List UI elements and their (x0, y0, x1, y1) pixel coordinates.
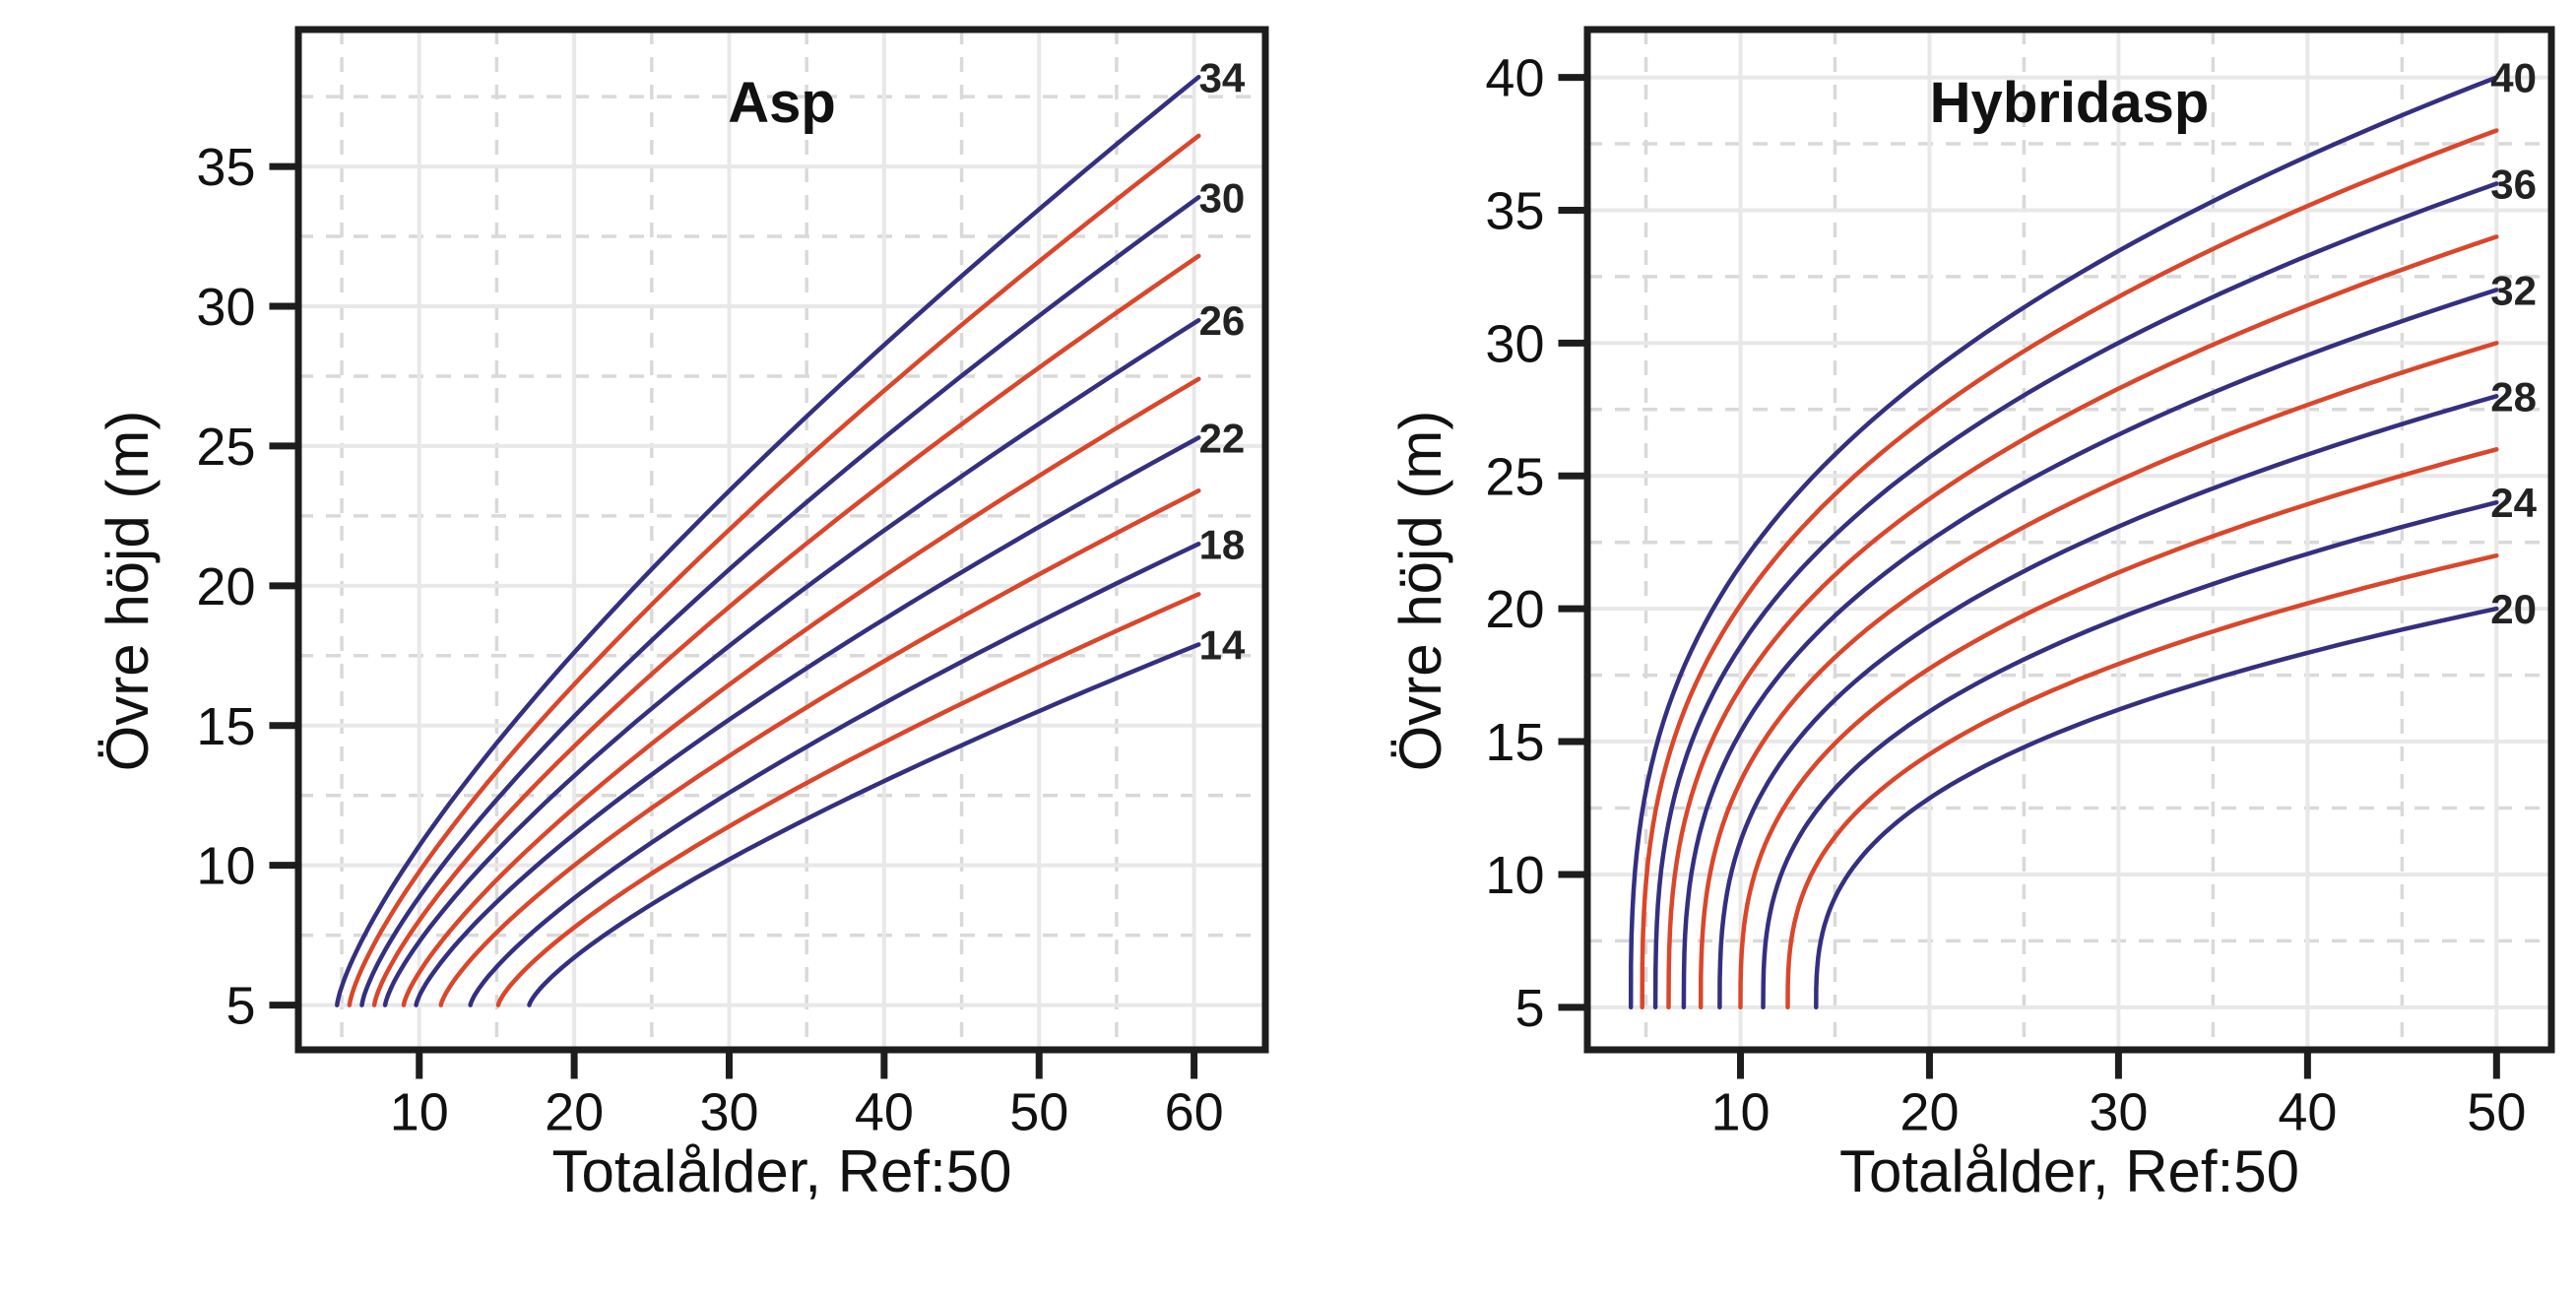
y-tick-label: 25 (196, 418, 255, 477)
y-tick-label: 30 (196, 278, 255, 337)
si-curve-22 (1785, 552, 2499, 1010)
x-tick-label: 50 (1009, 1083, 1068, 1142)
si-curve-32 (1681, 288, 2499, 1010)
si-curve-22 (414, 435, 1201, 1007)
hybridasp-chart-panel: 10 20 30 40 50 5 10 15 20 25 30 35 40 40 36 32 28 24 20 Hyb… (1387, 26, 2555, 1204)
y-tick-label: 25 (1485, 447, 1544, 506)
curve-label-34: 34 (1199, 54, 1246, 100)
si-curve-28 (371, 253, 1201, 1007)
curve-label-36: 36 (2490, 161, 2537, 207)
x-axis-title: Totalålder, Ref:50 (1839, 1138, 2299, 1204)
y-tick-label: 35 (196, 138, 255, 197)
si-curve-20 (1814, 606, 2499, 1010)
si-curve-34 (1666, 234, 2499, 1010)
x-tick-label: 10 (390, 1083, 449, 1142)
si-curve-20 (438, 488, 1201, 1007)
curve-label-40: 40 (2490, 55, 2537, 101)
y-tick-label: 5 (225, 977, 255, 1036)
y-tick-label: 5 (1514, 979, 1544, 1038)
y-axis-title: Övre höjd (m) (1387, 411, 1453, 772)
si-curve-24 (401, 376, 1201, 1007)
minor-gridlines (1587, 30, 2551, 1050)
si-curve-30 (1698, 341, 2499, 1010)
si-curve-32 (347, 133, 1201, 1007)
plot-frame (294, 26, 1269, 1054)
y-tick-label: 15 (196, 697, 255, 756)
major-gridlines (1587, 30, 2551, 1050)
x-tick-label: 20 (545, 1083, 604, 1142)
si-curve-34 (335, 75, 1201, 1007)
curve-label-24: 24 (2490, 480, 2537, 526)
x-tick-label: 40 (2278, 1083, 2337, 1142)
x-tick-label: 40 (855, 1083, 914, 1142)
si-curve-18 (468, 542, 1201, 1007)
minor-gridlines (298, 30, 1265, 1050)
x-tick-label: 20 (1900, 1083, 1959, 1142)
asp-chart-panel: 10 20 30 40 50 60 5 10 15 20 25 30 35 34 30 26 22 18 14 Asp… (95, 26, 1269, 1204)
curve-label-32: 32 (2490, 267, 2537, 313)
y-tick-label: 40 (1485, 49, 1544, 108)
si-curve-14 (527, 642, 1201, 1007)
x-tick-label: 60 (1165, 1083, 1224, 1142)
si-curve-26 (382, 317, 1201, 1007)
y-axis-title: Övre höjd (m) (95, 411, 161, 772)
curve-label-18: 18 (1199, 521, 1246, 567)
curve-label-20: 20 (2490, 586, 2537, 632)
tick-marks (269, 162, 1198, 1079)
x-tick-label: 50 (2467, 1083, 2526, 1142)
y-tick-label: 35 (1485, 181, 1544, 240)
y-tick-label: 20 (196, 557, 255, 616)
curve-labels: 34 30 26 22 18 14 (1199, 54, 1246, 668)
si-curve-26 (1738, 447, 2499, 1010)
site-index-curves (335, 75, 1201, 1007)
x-tick-label: 10 (1710, 1083, 1770, 1142)
y-tick-label: 10 (196, 837, 255, 896)
curve-label-14: 14 (1199, 621, 1246, 668)
si-curve-28 (1717, 394, 2499, 1010)
tick-labels: 10 20 30 40 50 60 5 10 15 20 25 30 35 (196, 138, 1223, 1141)
curve-label-26: 26 (1199, 297, 1246, 344)
si-curve-24 (1761, 499, 2499, 1010)
chart-title: Asp (728, 71, 836, 135)
tick-labels: 10 20 30 40 50 5 10 15 20 25 30 35 40 (1485, 49, 2526, 1142)
si-curve-36 (1652, 181, 2499, 1010)
curve-label-28: 28 (2490, 373, 2537, 420)
tick-marks (1558, 74, 2500, 1079)
curve-label-22: 22 (1199, 415, 1246, 461)
si-curve-40 (1628, 75, 2499, 1010)
x-axis-title: Totalålder, Ref:50 (552, 1138, 1012, 1204)
x-tick-label: 30 (2089, 1083, 2148, 1142)
si-curve-16 (495, 592, 1201, 1007)
si-curve-30 (359, 195, 1201, 1007)
y-tick-label: 15 (1485, 713, 1544, 772)
curve-labels: 40 36 32 28 24 20 (2490, 55, 2537, 633)
chart-title: Hybridasp (1930, 71, 2210, 135)
plot-frame (1583, 26, 2555, 1054)
y-tick-label: 30 (1485, 314, 1544, 373)
y-tick-label: 10 (1485, 846, 1544, 905)
major-gridlines (298, 30, 1265, 1050)
site-index-curves (1628, 75, 2499, 1010)
x-tick-label: 30 (699, 1083, 758, 1142)
y-tick-label: 20 (1485, 580, 1544, 639)
curve-label-30: 30 (1199, 174, 1246, 221)
si-curve-38 (1640, 128, 2499, 1010)
